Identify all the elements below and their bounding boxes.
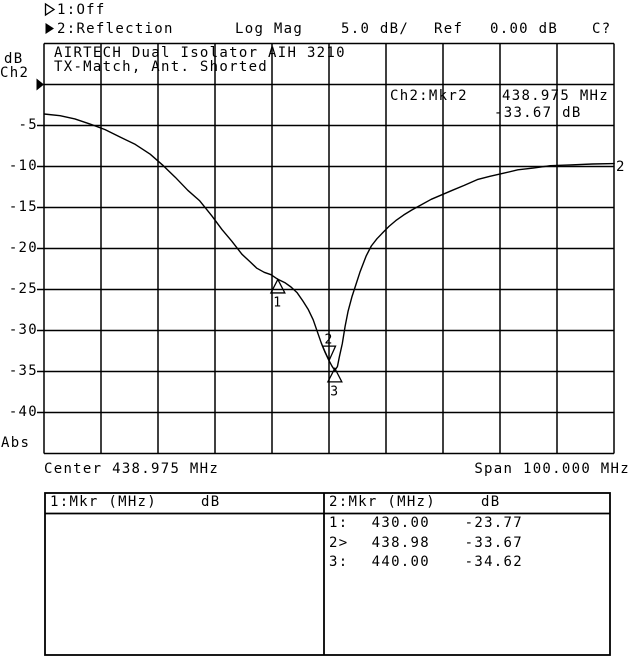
axis-unit-label: dB — [4, 51, 24, 67]
axis-channel-label: Ch2 — [0, 65, 30, 81]
plot-title-line1: AIRTECH Dual Isolator AIH 3210 — [54, 45, 346, 61]
marker-1-symbol — [269, 278, 286, 294]
table-left-header-unit: dB — [201, 494, 221, 510]
channel-2-label: 2:Reflection — [57, 21, 174, 37]
table-left-header: 1:Mkr (MHz) — [50, 494, 158, 510]
ref-value: 0.00 dB — [490, 21, 559, 37]
status-flag: C? — [592, 21, 612, 37]
y-tick-label: -30 — [8, 321, 38, 338]
y-tick-label: -25 — [8, 280, 38, 297]
ch2-reference-pointer-icon — [36, 78, 44, 91]
y-tick-label: -15 — [8, 198, 38, 215]
marker-2-symbol — [321, 345, 337, 363]
row-marker-db: -23.77 — [464, 515, 523, 531]
row-marker-num: 3: — [329, 554, 349, 570]
row-marker-db: -33.67 — [464, 534, 523, 551]
row-marker-freq: 430.00 — [371, 515, 430, 531]
table-right-header: 2:Mkr (MHz) — [329, 494, 437, 510]
marker-3-label: 3 — [330, 384, 339, 399]
y-tick-label: -40 — [8, 403, 38, 420]
row-marker-freq: 438.98 — [371, 534, 430, 551]
row-marker-num: 1: — [329, 515, 349, 531]
y-tick-label: -10 — [8, 157, 38, 174]
center-frequency-label: Center 438.975 MHz — [44, 461, 220, 477]
y-tick-label: -35 — [8, 362, 38, 379]
span-label: Span 100.000 MHz — [474, 461, 630, 477]
scale-value: 5.0 dB/ — [341, 21, 410, 37]
plot-title-line2: TX-Match, Ant. Shorted — [54, 59, 269, 75]
y-tick-label: -20 — [8, 239, 38, 256]
y-tick-label: -5 — [18, 116, 38, 133]
row-marker-freq: 440.00 — [371, 554, 430, 570]
marker-3-symbol — [326, 366, 343, 383]
channel-1-pointer-icon — [44, 2, 56, 17]
format-label: Log Mag — [235, 21, 304, 37]
channel-1-label: 1:Off — [57, 2, 106, 18]
marker-readout-level: -33.67 dB — [494, 105, 582, 121]
marker-readout-freq: 438.975 MHz — [502, 88, 610, 104]
axis-mode-label: Abs — [1, 435, 31, 451]
marker-readout-label: Ch2:Mkr2 — [390, 88, 468, 104]
trace-ch2 — [43, 113, 615, 371]
channel-2-pointer-icon — [45, 23, 54, 34]
trace-number-label: 2 — [616, 159, 626, 175]
table-right-header-unit: dB — [481, 494, 501, 510]
row-marker-num: 2> — [329, 534, 349, 551]
marker-2-label: 2 — [324, 333, 333, 348]
ref-label: Ref — [434, 21, 464, 37]
row-marker-db: -34.62 — [464, 554, 523, 570]
marker-1-label: 1 — [273, 295, 282, 310]
marker-table-border — [44, 492, 611, 656]
